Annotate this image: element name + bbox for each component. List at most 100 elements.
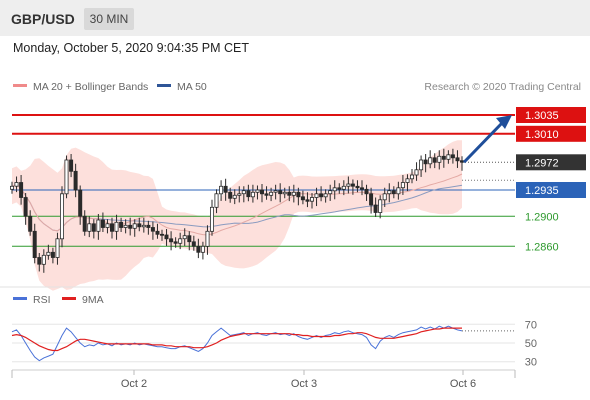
candle [128, 217, 133, 236]
candle-body [428, 157, 433, 165]
candle [446, 150, 451, 164]
candle [332, 180, 337, 200]
candle-body [100, 219, 105, 228]
candle [73, 163, 78, 198]
rsi-ma9-line [11, 327, 462, 352]
candle [91, 219, 96, 239]
candle [137, 217, 142, 232]
candle [69, 154, 74, 178]
candle-body [200, 245, 205, 253]
candle [269, 187, 274, 202]
candle-body [319, 193, 324, 198]
candle-body [191, 241, 196, 247]
candle [455, 150, 460, 168]
timeframe-button[interactable]: 30 MIN [84, 8, 134, 30]
candle-body [346, 183, 351, 187]
candle [159, 229, 164, 241]
candle [378, 195, 383, 219]
candle [205, 225, 210, 255]
candle-body [337, 187, 342, 190]
candle [14, 176, 19, 193]
candle [323, 189, 328, 203]
candle [350, 179, 355, 195]
candle-body [278, 190, 283, 195]
candle-body [173, 241, 178, 244]
candle-body [359, 187, 364, 190]
legend-swatch [62, 297, 76, 300]
candle-body [369, 193, 374, 206]
candle-body [378, 199, 383, 214]
candle [96, 214, 101, 240]
candle [287, 186, 292, 202]
x-tick-label: Oct 6 [450, 378, 476, 390]
rsi-legend: RSI 9MA [13, 294, 104, 306]
target-arrow [462, 120, 505, 164]
candle-body [355, 185, 360, 189]
candle-body [132, 223, 137, 229]
candle-body [250, 191, 255, 198]
candle-body [23, 197, 28, 217]
candle-body [237, 193, 242, 196]
candle-body [232, 194, 237, 199]
main-legend: MA 20 + Bollinger Bands MA 50 [13, 81, 207, 93]
bollinger-band [12, 140, 462, 291]
candle-body [223, 185, 228, 193]
level-label-pivot: 1.2935 [525, 185, 559, 197]
candle-body [37, 257, 42, 265]
candle [150, 221, 155, 240]
candle [178, 232, 183, 250]
candle-body [291, 191, 296, 196]
candle-body [110, 223, 115, 232]
level-label-resistance: 1.3010 [525, 129, 559, 141]
candle [60, 186, 65, 248]
candle [9, 181, 14, 194]
candle-body [350, 183, 355, 187]
candle [241, 186, 246, 203]
candle-body [459, 160, 464, 163]
candle [246, 184, 251, 202]
rsi-tick-label: 30 [525, 357, 537, 369]
candle-body [446, 154, 451, 160]
candle [87, 216, 92, 238]
candle [209, 199, 214, 236]
candle-body [28, 215, 33, 232]
candle [23, 193, 28, 225]
candle-body [255, 189, 260, 193]
candle [200, 241, 205, 260]
candle [64, 155, 69, 199]
candle-body [137, 223, 142, 228]
ma20-line [11, 173, 463, 236]
rsi-tick-label: 70 [525, 319, 537, 331]
candle-body [282, 191, 287, 195]
candle-body [382, 193, 387, 201]
candle [319, 186, 324, 202]
rsi-line [11, 325, 463, 362]
candle-body [309, 197, 314, 202]
candle-body [205, 230, 210, 247]
candle-body [437, 155, 442, 163]
candle [328, 184, 333, 201]
legend-swatch [13, 84, 27, 87]
candle-body [273, 190, 278, 193]
candle [255, 185, 260, 200]
level-label-resistance: 1.3035 [525, 110, 559, 122]
candle-body [259, 189, 264, 195]
candle [182, 228, 187, 246]
candle [169, 231, 174, 251]
candle-body [182, 235, 187, 240]
candle [46, 244, 51, 260]
candle-body [187, 235, 192, 243]
candle-body [328, 190, 333, 195]
candle [196, 238, 201, 259]
candle-body [241, 190, 246, 195]
candle-body [391, 190, 396, 195]
candle [369, 187, 374, 214]
chart-datetime: Monday, October 5, 2020 9:04:35 PM CET [13, 41, 250, 55]
candle [232, 189, 237, 205]
candle [391, 186, 396, 199]
rsi-tick-label: 50 [525, 338, 537, 350]
candle [437, 150, 442, 170]
candle-body [387, 190, 392, 195]
candle-body [9, 185, 14, 190]
